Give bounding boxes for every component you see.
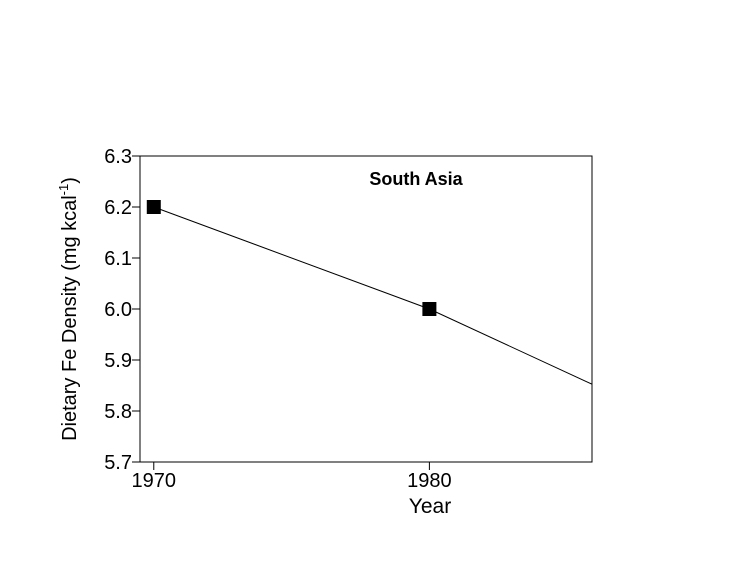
marker bbox=[698, 430, 712, 444]
y-tick-label: 6.3 bbox=[104, 146, 132, 168]
y-tick-label: 6.2 bbox=[104, 197, 132, 219]
x-tick-label: 1980 bbox=[407, 470, 452, 492]
y-label-text: Dietary Fe Density (mg kcal bbox=[59, 195, 81, 441]
marker bbox=[422, 302, 437, 316]
y-label-superscript: -1 bbox=[56, 184, 71, 196]
y-tick-label: 6.0 bbox=[104, 299, 132, 321]
y-axis-label: Dietary Fe Density (mg kcal-1) bbox=[56, 177, 81, 441]
plot-frame bbox=[139, 155, 593, 463]
y-tick-label: 6.1 bbox=[104, 248, 132, 270]
y-tick-label: 5.7 bbox=[104, 452, 132, 474]
plot-marks bbox=[146, 200, 712, 444]
marker bbox=[146, 200, 161, 214]
y-tick-label: 5.8 bbox=[104, 401, 132, 423]
x-tick-label: 1970 bbox=[132, 470, 177, 492]
y-tick-label: 5.9 bbox=[104, 350, 132, 372]
y-label-suffix: ) bbox=[59, 177, 81, 184]
line bbox=[153, 206, 592, 385]
x-axis-label: Year bbox=[409, 495, 451, 518]
annotation: South Asia bbox=[369, 169, 463, 189]
